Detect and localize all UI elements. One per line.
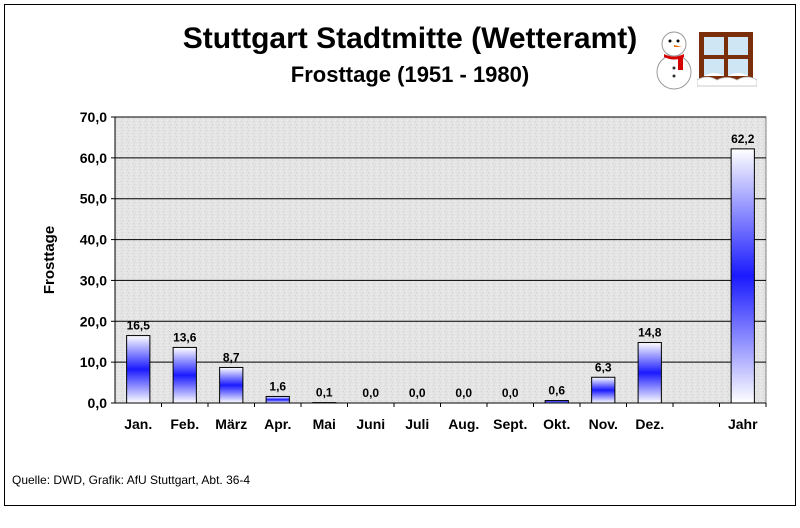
x-tick-label: Apr. <box>264 416 291 432</box>
x-tick-label: Sept. <box>493 416 527 432</box>
y-tick-label: 10,0 <box>80 354 107 370</box>
x-tick-label: Aug. <box>448 416 479 432</box>
x-tick-label: Mai <box>313 416 336 432</box>
plot-area <box>114 116 767 404</box>
data-label: 62,2 <box>731 132 755 146</box>
bar <box>126 335 151 404</box>
data-label: 8,7 <box>223 350 240 364</box>
bar <box>265 395 290 404</box>
y-tick-label: 40,0 <box>80 232 107 248</box>
x-tick-label: Juni <box>356 416 385 432</box>
data-label: 0,0 <box>502 386 519 400</box>
data-label: 14,8 <box>638 326 662 340</box>
x-tick-label: Juli <box>405 416 429 432</box>
y-tick-label: 70,0 <box>80 109 107 125</box>
data-label: 16,5 <box>127 319 151 333</box>
bar <box>637 342 662 404</box>
x-tick-label: Nov. <box>589 416 618 432</box>
snowman-icon <box>656 31 692 90</box>
data-label: 6,3 <box>595 360 612 374</box>
y-axis-label: Frosttage <box>41 226 58 294</box>
y-tick-label: 30,0 <box>80 272 107 288</box>
data-label: 1,6 <box>269 379 286 393</box>
y-tick-label: 20,0 <box>80 313 107 329</box>
data-label: 0,0 <box>362 386 379 400</box>
y-tick-label: 50,0 <box>80 191 107 207</box>
bar <box>219 366 244 404</box>
y-tick-label: 0,0 <box>88 395 108 411</box>
x-tick-label: Jahr <box>728 416 758 432</box>
data-label: 0,1 <box>316 386 333 400</box>
bar <box>591 376 616 404</box>
bar <box>730 148 755 404</box>
x-tick-label: März <box>215 416 247 432</box>
source-note: Quelle: DWD, Grafik: AfU Stuttgart, Abt.… <box>12 473 251 487</box>
bar <box>172 346 197 404</box>
x-tick-label: Jan. <box>124 416 152 432</box>
data-label: 0,0 <box>455 386 472 400</box>
chart-title: Stuttgart Stadtmitte (Wetteramt) <box>182 22 638 55</box>
data-label: 0,0 <box>409 386 426 400</box>
data-label: 0,6 <box>548 384 565 398</box>
frosted-window-icon <box>697 32 757 87</box>
x-tick-label: Okt. <box>543 416 570 432</box>
x-tick-label: Feb. <box>170 416 199 432</box>
x-tick-label: Dez. <box>635 416 664 432</box>
y-tick-label: 60,0 <box>80 150 107 166</box>
data-label: 13,6 <box>173 330 197 344</box>
chart-subtitle: Frosttage (1951 - 1980) <box>290 62 530 87</box>
